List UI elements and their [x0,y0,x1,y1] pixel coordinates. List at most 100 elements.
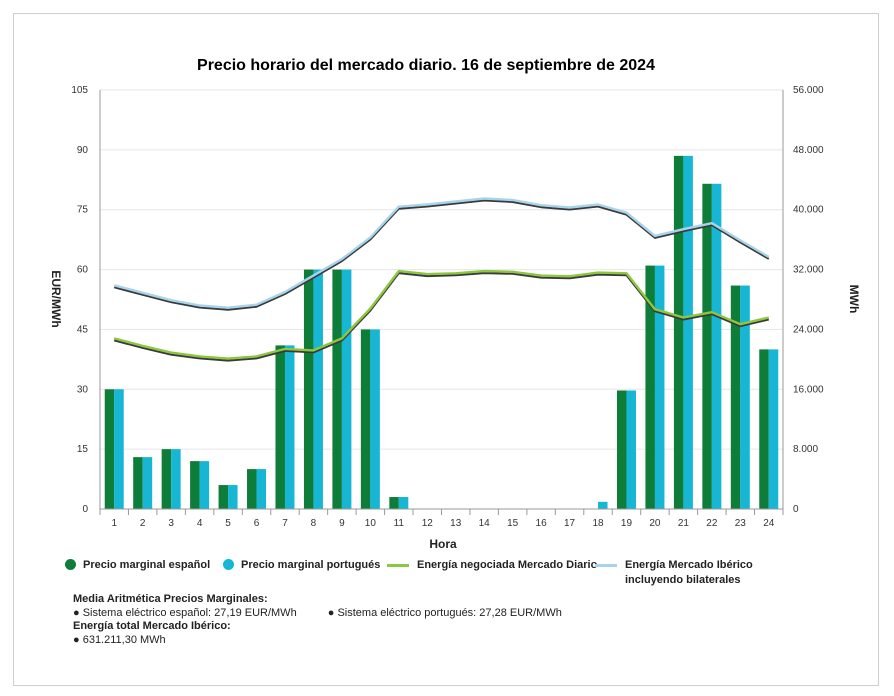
bar-es [190,461,200,509]
media-es: Sistema eléctrico español: 27,19 EUR/MWh [82,606,297,619]
bar-pt [626,390,636,509]
x-tick-label: 13 [450,518,462,529]
legend-label: Precio marginal español [83,559,211,571]
legend-label: Precio marginal portugués [241,559,381,571]
x-tick-label: 6 [254,518,260,529]
bar-es [161,449,172,509]
legend-item-energia-iberico[interactable]: Energía Mercado Ibérico incluyendo bilat… [595,558,765,588]
energia-title: Energía total Mercado Ibérico: [73,620,231,632]
bar-es [247,469,257,509]
x-tick-label: 12 [422,518,434,529]
x-tick-label: 5 [225,518,231,529]
bar-es [645,265,655,509]
series-line-shadow-1 [113,199,770,311]
y-right-tick-label: 16.000 [793,384,824,395]
y-right-tick-label: 40.000 [793,205,824,216]
x-tick-label: 20 [649,518,661,529]
media-pt-item: ● Sistema eléctrico portugués: 27,28 EUR… [327,606,562,619]
y-right-tick-label: 8.000 [793,444,818,455]
bar-es [759,349,769,509]
series-line-shadow-0 [113,272,770,362]
y-left-tick-label: 30 [77,384,89,395]
bar-pt [341,269,352,509]
y-right-tick-label: 48.000 [793,145,824,156]
bar-es [360,329,371,509]
bar-pt [370,329,380,509]
bar-pt [711,183,722,509]
media-title: Media Aritmética Precios Marginales: [73,593,268,605]
x-tick-label: 7 [282,518,288,529]
bar-pt [284,345,295,509]
x-tick-label: 18 [592,518,604,529]
bar-pt [199,461,210,509]
bar-es [673,155,684,510]
bar-pt [256,469,267,509]
bar-pt [768,349,779,509]
bar-pt [142,457,153,509]
x-tick-label: 15 [507,518,519,529]
y-left-tick-label: 0 [82,504,88,515]
bar-es [389,497,399,509]
bar-pt [171,449,181,509]
legend-item-precio-espanol[interactable]: Precio marginal español [65,558,210,573]
bar-pt [740,285,750,509]
y-left-tick-label: 60 [77,265,89,276]
y-left-tick-label: 75 [77,205,89,216]
energia-value: 631.211,30 MWh [82,633,166,646]
chart-title: Precio horario del mercado diario. 16 de… [197,57,655,74]
legend-marker-energia-negociada [387,564,409,567]
y-right-tick-label: 0 [793,504,799,515]
lines [113,197,770,362]
x-tick-label: 23 [735,518,747,529]
legend-marker-precio-portugues [223,559,234,570]
x-tick-label: 24 [763,518,775,529]
y-axis-left-title: EUR/MWh [49,270,63,327]
x-tick-label: 17 [564,518,576,529]
bar-pt [683,155,693,510]
y-right-tick-label: 32.000 [793,265,824,276]
y-axis-right-title: MWh [847,285,861,314]
bar-es [702,183,712,509]
bar-pt [398,497,409,509]
bars [104,155,779,510]
y-left-tick-label: 45 [77,324,89,335]
y-left-tick-label: 90 [77,145,89,156]
x-tick-label: 10 [365,518,377,529]
x-tick-label: 19 [621,518,633,529]
legend-marker-precio-espanol [65,559,76,570]
x-tick-label: 22 [706,518,718,529]
x-axis-title: Hora [429,537,457,551]
summary-stats: Media Aritmética Precios Marginales: ● S… [73,593,590,647]
y-left-tick-label: 105 [71,85,88,96]
media-es-item: ● Sistema eléctrico español: 27,19 EUR/M… [73,606,297,619]
y-right-tick-label: 56.000 [793,85,824,96]
x-tick-label: 8 [311,518,317,529]
x-tick-label: 3 [168,518,174,529]
x-tick-label: 9 [339,518,345,529]
bar-es [218,485,229,509]
bar-pt [313,269,323,509]
x-tick-label: 2 [140,518,146,529]
bar-es [104,389,115,509]
x-tick-label: 21 [678,518,690,529]
x-tick-label: 4 [197,518,203,529]
y-left-tick-label: 15 [77,444,89,455]
x-tick-label: 1 [111,518,117,529]
legend-label: Energía Mercado Ibérico incluyendo bilat… [625,559,753,586]
legend-item-energia-negociada[interactable]: Energía negociada Mercado Diario [387,558,597,573]
legend-item-precio-portugues[interactable]: Precio marginal portugués [223,558,380,573]
bar-es [332,269,342,509]
x-tick-label: 14 [479,518,491,529]
legend-label: Energía negociada Mercado Diario [417,559,598,571]
series-line-0 [113,269,770,360]
x-tick-label: 11 [394,518,405,529]
grid-lines [100,89,783,450]
media-pt: Sistema eléctrico portugués: 27,28 EUR/M… [337,606,562,619]
bar-es [303,269,314,509]
legend-marker-energia-iberico [595,564,617,567]
series-line-1 [113,197,770,309]
bar-pt [598,501,608,509]
bar-pt [114,389,124,509]
bar-pt [654,265,665,509]
bar-es [730,285,741,509]
